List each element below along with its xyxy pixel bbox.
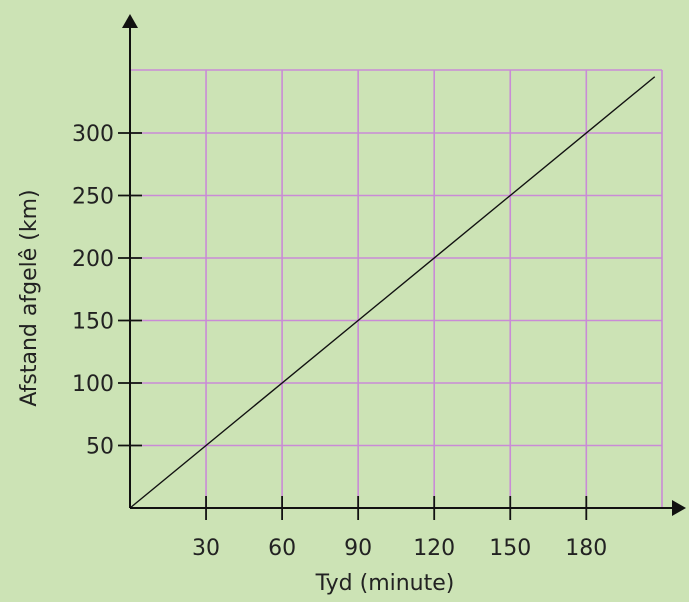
y-tick-label: 200 xyxy=(72,247,114,272)
y-tick-label: 50 xyxy=(86,435,114,460)
x-tick-label: 150 xyxy=(489,536,531,561)
x-tick-label: 30 xyxy=(192,536,220,561)
grid xyxy=(130,69,663,508)
x-axis-arrow-icon xyxy=(672,500,686,516)
series xyxy=(129,76,656,509)
y-tick-label: 250 xyxy=(72,185,114,210)
x-axis-title: Tyd (minute) xyxy=(315,571,455,596)
series-line xyxy=(129,76,656,509)
x-tick-label: 120 xyxy=(413,536,455,561)
y-axis-title: Afstand afgelê (km) xyxy=(17,189,42,406)
y-tick-label: 100 xyxy=(72,372,114,397)
y-tick-label: 150 xyxy=(72,310,114,335)
x-tick-label: 90 xyxy=(344,536,372,561)
x-tick-label: 60 xyxy=(268,536,296,561)
y-tick-label: 300 xyxy=(72,122,114,147)
x-tick-label: 180 xyxy=(565,536,607,561)
y-axis-arrow-icon xyxy=(122,14,138,28)
axes xyxy=(122,14,686,516)
ticks: 30 60 90 120 150 180 50 100 150 200 250 300 xyxy=(72,122,607,561)
